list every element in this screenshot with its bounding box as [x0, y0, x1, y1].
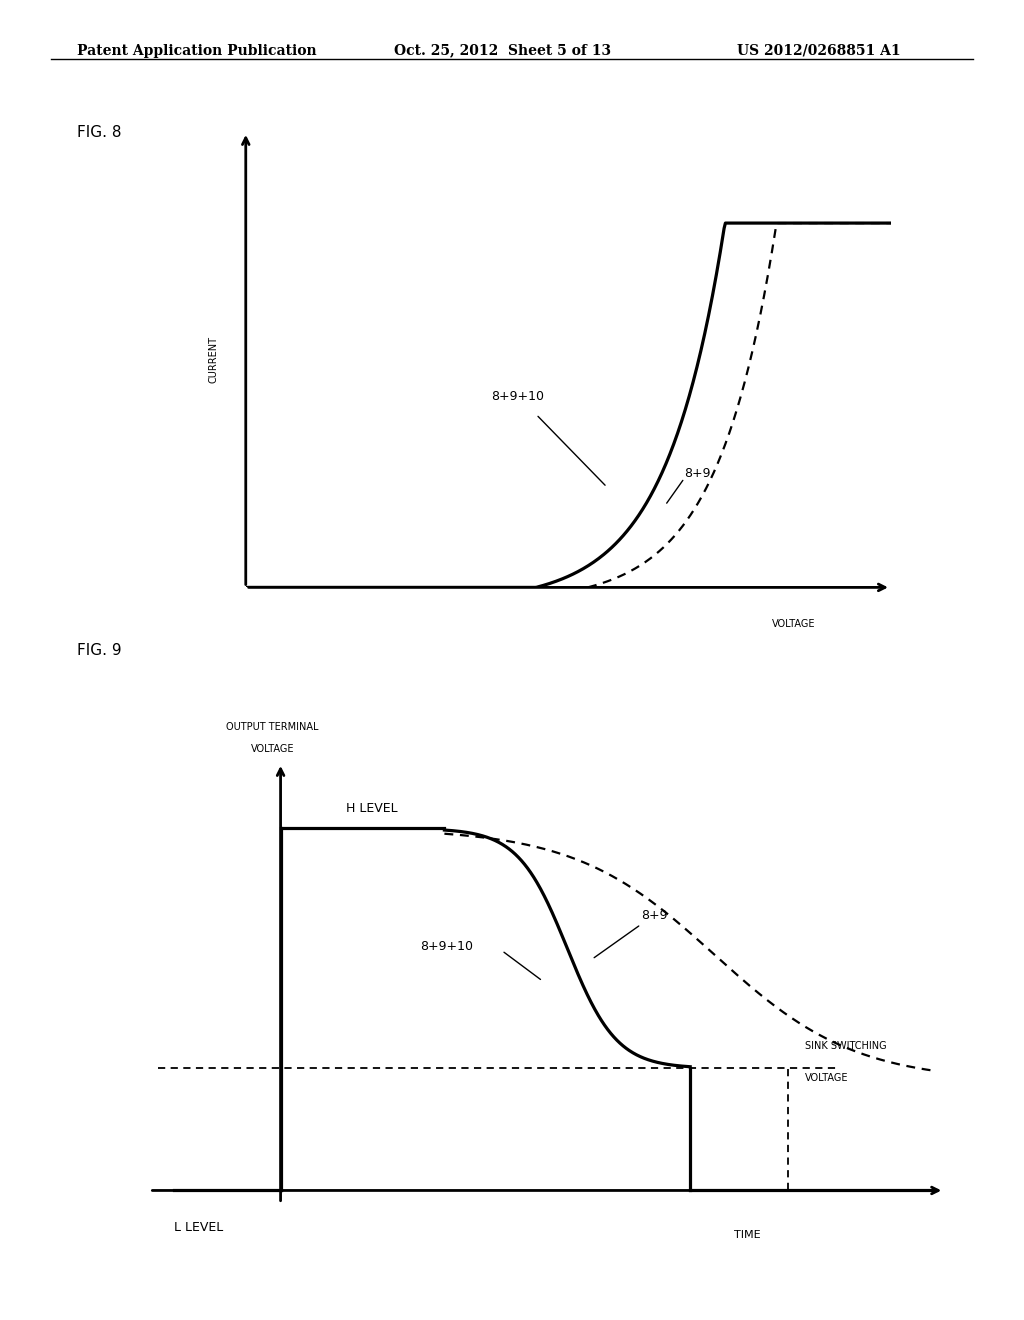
Text: OUTPUT TERMINAL: OUTPUT TERMINAL: [226, 722, 318, 733]
Text: FIG. 8: FIG. 8: [77, 125, 121, 140]
Text: VOLTAGE: VOLTAGE: [805, 1073, 848, 1082]
Text: VOLTAGE: VOLTAGE: [772, 619, 816, 630]
Text: H LEVEL: H LEVEL: [346, 803, 397, 816]
Text: SINK SWITCHING: SINK SWITCHING: [805, 1041, 887, 1051]
Text: CURRENT: CURRENT: [209, 337, 218, 383]
Text: FIG. 9: FIG. 9: [77, 643, 122, 657]
Text: US 2012/0268851 A1: US 2012/0268851 A1: [737, 44, 901, 58]
Text: VOLTAGE: VOLTAGE: [251, 744, 294, 754]
Text: Oct. 25, 2012  Sheet 5 of 13: Oct. 25, 2012 Sheet 5 of 13: [394, 44, 611, 58]
Text: 8+9: 8+9: [684, 467, 711, 480]
Text: L LEVEL: L LEVEL: [174, 1221, 223, 1234]
Text: Patent Application Publication: Patent Application Publication: [77, 44, 316, 58]
Text: 8+9+10: 8+9+10: [420, 940, 473, 953]
Text: 8+9+10: 8+9+10: [490, 389, 544, 403]
Text: 8+9: 8+9: [641, 909, 668, 923]
Text: TIME: TIME: [734, 1230, 761, 1239]
